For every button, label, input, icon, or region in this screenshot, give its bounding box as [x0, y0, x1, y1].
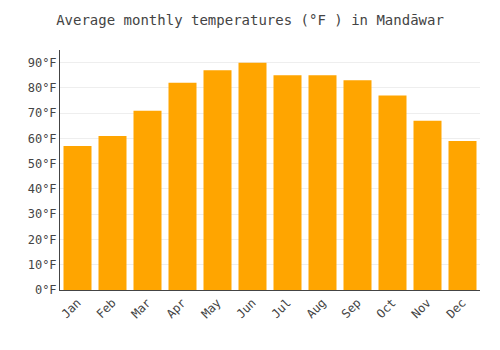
svg-text:50°F: 50°F	[28, 157, 57, 171]
svg-text:30°F: 30°F	[28, 207, 57, 221]
svg-text:Dec: Dec	[444, 296, 469, 321]
svg-text:Sep: Sep	[339, 296, 364, 321]
svg-text:Aug: Aug	[304, 296, 329, 321]
svg-text:60°F: 60°F	[28, 132, 57, 146]
svg-text:Nov: Nov	[409, 296, 434, 321]
svg-text:Jun: Jun	[234, 296, 259, 321]
svg-text:Oct: Oct	[374, 296, 399, 321]
svg-text:Mar: Mar	[129, 296, 154, 321]
svg-text:Jul: Jul	[269, 296, 294, 321]
svg-text:40°F: 40°F	[28, 182, 57, 196]
svg-text:Feb: Feb	[94, 296, 119, 321]
svg-text:Jan: Jan	[59, 296, 84, 321]
svg-text:80°F: 80°F	[28, 81, 57, 95]
svg-text:90°F: 90°F	[28, 56, 57, 70]
svg-text:Apr: Apr	[164, 296, 189, 321]
svg-text:May: May	[199, 296, 224, 321]
svg-text:70°F: 70°F	[28, 106, 57, 120]
svg-text:10°F: 10°F	[28, 258, 57, 272]
svg-text:Average monthly temperatures (: Average monthly temperatures (°F ) in Ma…	[56, 12, 444, 28]
svg-text:0°F: 0°F	[35, 283, 57, 297]
svg-text:20°F: 20°F	[28, 233, 57, 247]
